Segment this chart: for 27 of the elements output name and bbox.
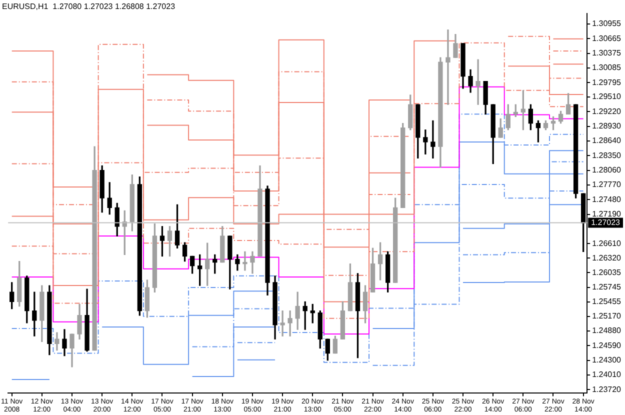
y-tick-label: 1.28060 bbox=[592, 165, 622, 174]
y-tick-label: 1.26035 bbox=[592, 268, 622, 277]
y-tick-label: 1.24590 bbox=[592, 340, 622, 350]
y-tick-label: 1.25170 bbox=[592, 312, 622, 321]
chart-title: EURUSD,H1 1.27080 1.27023 1.26808 1.27023 bbox=[2, 2, 176, 12]
y-tick-label: 1.23720 bbox=[592, 384, 622, 394]
y-tick-label: 1.30955 bbox=[592, 19, 622, 28]
y-tick-label: 1.30085 bbox=[592, 63, 622, 72]
y-tick-label: 1.25455 bbox=[592, 297, 622, 306]
y-tick-label: 1.26610 bbox=[592, 238, 622, 248]
y-tick-label: 1.28930 bbox=[592, 122, 622, 131]
y-tick-label: 1.27480 bbox=[592, 194, 622, 204]
y-tick-label: 1.30375 bbox=[592, 48, 622, 58]
y-tick-label: 1.28640 bbox=[592, 136, 622, 146]
ref-line-label: 1.27023 bbox=[591, 218, 621, 227]
y-tick-label: 1.29510 bbox=[592, 92, 622, 102]
y-tick-label: 1.27770 bbox=[592, 180, 622, 190]
y-tick-label: 1.27190 bbox=[592, 209, 622, 218]
y-tick-label: 1.28350 bbox=[592, 150, 622, 160]
y-tick-label: 1.24300 bbox=[592, 356, 622, 365]
y-tick-label: 1.30665 bbox=[592, 34, 622, 43]
y-tick-label: 1.25745 bbox=[592, 282, 622, 292]
y-tick-label: 1.29220 bbox=[592, 106, 622, 116]
y-tick-label: 1.24880 bbox=[592, 326, 622, 336]
y-tick-label: 1.24010 bbox=[592, 370, 622, 380]
y-tick-label: 1.29795 bbox=[592, 78, 622, 87]
y-tick-label: 1.26320 bbox=[592, 253, 622, 262]
